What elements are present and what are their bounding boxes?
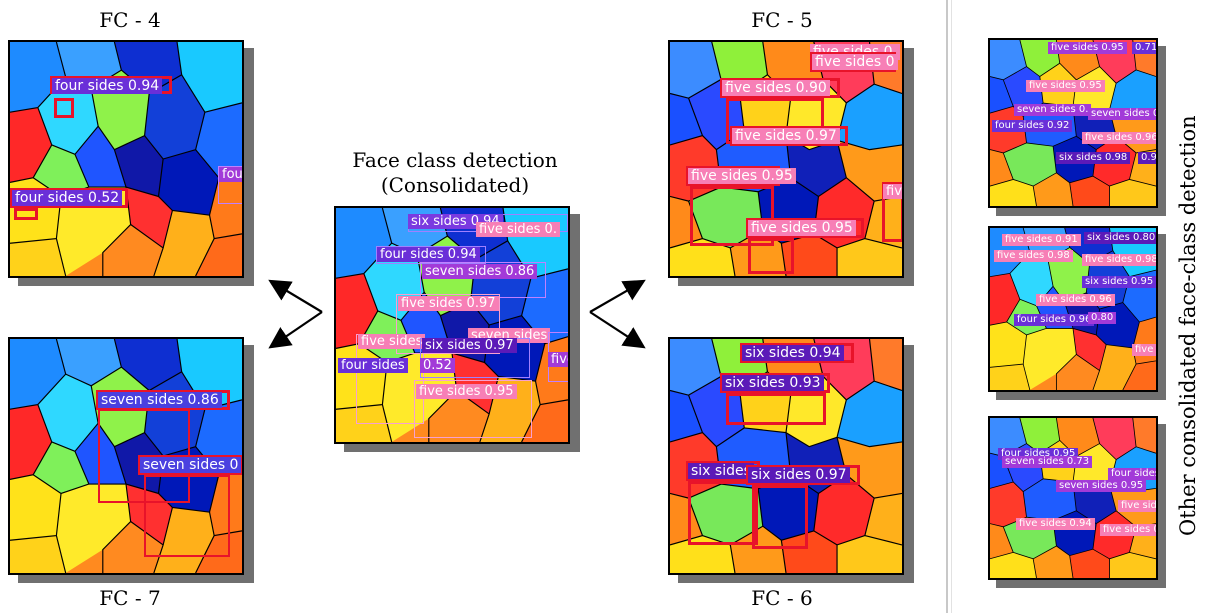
sm-7: four sides 0.96 bbox=[1014, 314, 1095, 326]
con-label-11: five sides 0.95 bbox=[416, 384, 517, 399]
divider-2 bbox=[951, 0, 952, 613]
con-label-3: four sides 0.94 bbox=[377, 247, 480, 262]
fc5-label-3: five sides 0.90 bbox=[722, 80, 830, 96]
fc7-box-2b bbox=[144, 475, 230, 557]
con-box-3 bbox=[376, 246, 486, 264]
st-8: six sides 0.98 bbox=[1056, 152, 1131, 164]
fc5-box-5b bbox=[690, 186, 774, 246]
side-bottom-grain-image bbox=[990, 418, 1156, 578]
fc6-label: FC - 6 bbox=[751, 586, 813, 610]
fc5-label-6: five sides 0.95 bbox=[748, 220, 856, 236]
st-9: 0.9 bbox=[1138, 152, 1156, 164]
fc5-label-7: five bbox=[883, 184, 902, 199]
sm-8: 0.80 bbox=[1088, 312, 1117, 324]
fc7-label-2: seven sides 0 bbox=[140, 457, 242, 473]
sm-1: five sides 0.91 bbox=[1002, 234, 1081, 246]
fc5-label: FC - 5 bbox=[751, 8, 813, 32]
st-3: five sides 0.95 bbox=[1026, 80, 1105, 92]
sb-2: seven sides 0.73 bbox=[1002, 456, 1093, 468]
fc4-box-1b bbox=[54, 98, 74, 118]
fc5-box-3 bbox=[720, 78, 840, 98]
center-title-line2: (Consolidated) bbox=[380, 173, 530, 197]
fc7-label-1: seven sides 0.86 bbox=[98, 392, 222, 408]
con-label-4: seven sides 0.86 bbox=[422, 264, 538, 279]
fc6-panel: six sides 0.94 six sides 0.93 six sides … bbox=[668, 337, 904, 575]
sb-5: five sides bbox=[1118, 500, 1156, 512]
consolidated-panel: six sides 0.94 five sides 0. four sides … bbox=[334, 206, 570, 444]
center-title-line1: Face class detection bbox=[352, 148, 558, 172]
sm-6: five sides 0.96 bbox=[1036, 294, 1115, 306]
fc7-label: FC - 7 bbox=[99, 586, 161, 610]
sm-3: five sides 0.98 bbox=[994, 250, 1073, 262]
sm-2: six sides 0.80 bbox=[1084, 232, 1156, 244]
con-label-9: four sides bbox=[338, 358, 408, 373]
con-label-10: 0.52 bbox=[420, 358, 455, 373]
fc5-label-2: five sides 0 bbox=[812, 54, 898, 70]
con-label-7: five sides bbox=[358, 334, 426, 349]
side-caption: Other consolidated face-class detection bbox=[1176, 115, 1200, 536]
con-label-2: five sides 0. bbox=[476, 222, 560, 237]
fc5-box-6b bbox=[748, 238, 794, 274]
con-box-5 bbox=[396, 294, 500, 354]
con-label-5: five sides 0.97 bbox=[398, 296, 499, 311]
fc4-label-2: four sides 0.52 bbox=[12, 190, 123, 206]
arrows bbox=[268, 279, 646, 349]
con-label-8: six sides 0.97 bbox=[422, 338, 517, 353]
fc4-label-3: fou bbox=[219, 167, 242, 182]
arrow-to-fc7 bbox=[268, 311, 323, 349]
fc6-box-4 bbox=[746, 465, 860, 485]
fc5-panel: five sides 0. five sides 0 five sides 0.… bbox=[668, 40, 904, 278]
fc6-box-4b bbox=[752, 485, 808, 549]
center-title: Face class detection (Consolidated) bbox=[320, 148, 590, 198]
fc5-box-6 bbox=[746, 218, 864, 238]
side-panel-middle: five sides 0.91 six sides 0.80 five side… bbox=[988, 226, 1158, 392]
fc5-box-4 bbox=[730, 126, 848, 146]
fc6-label-3: six sides bbox=[688, 463, 754, 479]
st-5: seven sides 0. bbox=[1088, 108, 1156, 120]
fc6-label-4: six sides 0.97 bbox=[748, 467, 850, 483]
fc4-box-2 bbox=[10, 188, 128, 208]
fc5-box-7 bbox=[882, 182, 902, 242]
arrow-to-fc4 bbox=[268, 279, 323, 313]
fc6-box-1 bbox=[740, 343, 854, 363]
st-7: five sides 0.96 bbox=[1082, 132, 1156, 144]
fc6-box-3b bbox=[688, 481, 758, 545]
fc4-box-3 bbox=[218, 166, 242, 204]
fc6-label-1: six sides 0.94 bbox=[742, 345, 844, 361]
fc6-label-2: six sides 0.93 bbox=[722, 375, 824, 391]
fc6-box-2 bbox=[720, 373, 830, 393]
divider bbox=[946, 0, 948, 613]
fc4-box-2b bbox=[14, 208, 38, 220]
con-label-12: five bbox=[548, 352, 568, 367]
fc4-panel: four sides 0.94 four sides 0.52 fou bbox=[8, 40, 244, 278]
fc4-label: FC - 4 bbox=[99, 8, 161, 32]
sm-9: five bbox=[1132, 344, 1156, 356]
st-6: four sides 0.92 bbox=[992, 120, 1073, 132]
fc4-label-1: four sides 0.94 bbox=[52, 78, 163, 94]
sb-3: four sides bbox=[1108, 468, 1156, 480]
fc5-label-4: five sides 0.97 bbox=[732, 128, 840, 144]
sb-7: five sides 0 bbox=[1100, 524, 1156, 536]
arrow-to-fc6 bbox=[589, 311, 646, 349]
sb-4: seven sides 0.95 bbox=[1056, 480, 1147, 492]
side-panel-bottom: four sides 0.95 seven sides 0.73 four si… bbox=[988, 416, 1158, 580]
sm-4: five sides 0.98 bbox=[1082, 254, 1156, 266]
st-4: seven sides 0. bbox=[1014, 104, 1092, 116]
st-2: 0.71 bbox=[1132, 42, 1156, 54]
sb-6: five sides 0.94 bbox=[1016, 518, 1095, 530]
fc6-box-2b bbox=[726, 393, 826, 425]
side-panel-top: five sides 0.95 0.71 five sides 0.95 sev… bbox=[988, 38, 1158, 208]
sm-5: six sides 0.95 bbox=[1082, 276, 1156, 288]
fc5-label-5: five sides 0.95 bbox=[688, 168, 796, 184]
con-box-11 bbox=[414, 380, 532, 438]
arrow-to-fc5 bbox=[589, 279, 646, 313]
fc7-box-1 bbox=[96, 390, 230, 410]
st-1: five sides 0.95 bbox=[1048, 42, 1127, 54]
fc7-panel: seven sides 0.86 seven sides 0 bbox=[8, 337, 244, 575]
